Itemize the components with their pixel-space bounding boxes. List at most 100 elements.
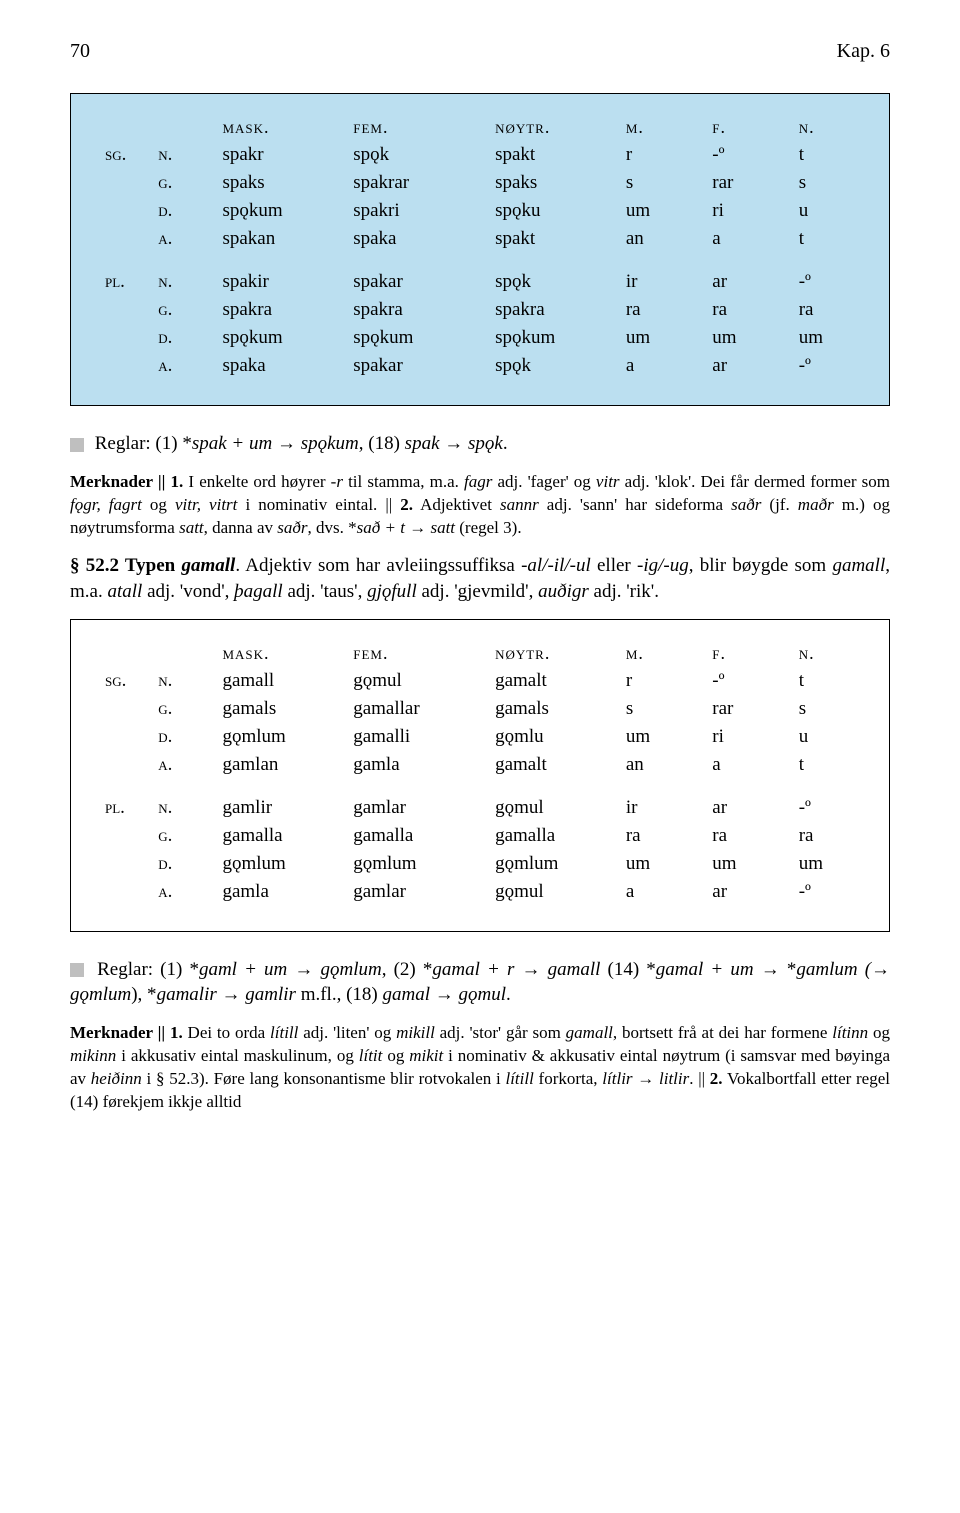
text: →: [405, 518, 431, 537]
th-f: f.: [708, 114, 794, 141]
table-row: sg. n. spakr spǫk spakt r -º t: [101, 141, 859, 169]
text: auðigr: [538, 581, 589, 602]
cell: u: [795, 197, 859, 225]
cell: spaka: [218, 352, 349, 380]
cell: [101, 822, 154, 850]
cell: spakra: [349, 296, 491, 324]
text: →: [871, 959, 890, 980]
cell: ra: [708, 822, 794, 850]
text: gamlir: [245, 984, 296, 1005]
text: mikinn: [70, 1046, 116, 1065]
text: adj. 'taus',: [283, 581, 367, 602]
text: m.fl., (18): [296, 984, 383, 1005]
th-blank: [154, 640, 218, 667]
text: og: [868, 1023, 890, 1042]
cell: gǫmlum: [218, 723, 349, 751]
cell: spakar: [349, 352, 491, 380]
text: gamall: [566, 1023, 613, 1042]
text: gamall: [832, 555, 885, 576]
cell: an: [622, 751, 708, 779]
cell: gamlir: [218, 779, 349, 822]
cell: a.: [154, 878, 218, 906]
text: ), *: [131, 984, 156, 1005]
cell: [101, 352, 154, 380]
text: adj. 'vond',: [142, 581, 234, 602]
table-row: g. spakra spakra spakra ra ra ra: [101, 296, 859, 324]
text: sað + t: [357, 518, 405, 537]
cell: -º: [795, 253, 859, 296]
cell: [101, 751, 154, 779]
text: spak: [405, 433, 440, 454]
cell: pl.: [101, 779, 154, 822]
text: , dvs. *: [308, 518, 357, 537]
table-header-row: mask. fem. nøytr. m. f. n.: [101, 114, 859, 141]
text: spak + um: [192, 433, 272, 454]
text: lítlir: [602, 1069, 632, 1088]
th-blank: [101, 114, 154, 141]
text: adj. 'rik'.: [589, 581, 659, 602]
text: saðr: [277, 518, 307, 537]
cell: s: [622, 695, 708, 723]
cell: spǫk: [349, 141, 491, 169]
cell: a: [708, 751, 794, 779]
cell: gamalt: [491, 667, 622, 695]
cell: a: [622, 352, 708, 380]
text: vitr, vitrt: [175, 495, 237, 514]
cell: spǫk: [491, 253, 622, 296]
cell: gamlar: [349, 779, 491, 822]
cell: gamals: [218, 695, 349, 723]
table-row: d. gǫmlum gǫmlum gǫmlum um um um: [101, 850, 859, 878]
text: fagr: [464, 472, 492, 491]
cell: gǫmlum: [218, 850, 349, 878]
text: gaml + um: [199, 959, 287, 980]
text: saðr: [731, 495, 761, 514]
cell: [101, 695, 154, 723]
text: -al/-il/-ul: [521, 555, 591, 576]
text: , blir bøygde som: [689, 555, 833, 576]
table-row: a. gamlan gamla gamalt an a t: [101, 751, 859, 779]
section-number: § 52.2 Typen: [70, 555, 181, 576]
text: , bortsett frå at dei har formene: [613, 1023, 832, 1042]
text: lítill: [270, 1023, 298, 1042]
cell: ri: [708, 197, 794, 225]
cell: gamlar: [349, 878, 491, 906]
cell: um: [708, 324, 794, 352]
text: Merknader || 1.: [70, 1023, 183, 1042]
cell: um: [622, 850, 708, 878]
text: adj. 'stor' går som: [435, 1023, 566, 1042]
cell: um: [708, 850, 794, 878]
text: (14) *: [600, 959, 655, 980]
bullet-square-icon: [70, 963, 84, 977]
text: →: [272, 433, 301, 454]
text: (regel 3).: [455, 518, 522, 537]
th-mask: mask.: [218, 114, 349, 141]
cell: gǫmul: [491, 779, 622, 822]
bullet-square-icon: [70, 438, 84, 452]
cell: ar: [708, 352, 794, 380]
cell: gamla: [218, 878, 349, 906]
cell: r: [622, 667, 708, 695]
th-f: f.: [708, 640, 794, 667]
text: -r: [331, 472, 343, 491]
declension-table: mask. fem. nøytr. m. f. n. sg. n. gamall…: [101, 640, 859, 906]
th-blank: [101, 640, 154, 667]
text: adj. 'sann' har sideforma: [539, 495, 731, 514]
cell: spakri: [349, 197, 491, 225]
cell: g.: [154, 695, 218, 723]
text: . ||: [689, 1069, 710, 1088]
text: gamal: [382, 984, 430, 1005]
cell: g.: [154, 822, 218, 850]
cell: rar: [708, 695, 794, 723]
text: forkorta,: [534, 1069, 602, 1088]
cell: d.: [154, 197, 218, 225]
cell: g.: [154, 296, 218, 324]
cell: gǫmlu: [491, 723, 622, 751]
cell: a: [708, 225, 794, 253]
th-n: n.: [795, 640, 859, 667]
cell: gamla: [349, 751, 491, 779]
text: gǫmlum: [321, 959, 382, 980]
cell: a: [622, 878, 708, 906]
text: Adjektivet: [413, 495, 500, 514]
cell: gamalla: [349, 822, 491, 850]
text: gamall: [548, 959, 601, 980]
